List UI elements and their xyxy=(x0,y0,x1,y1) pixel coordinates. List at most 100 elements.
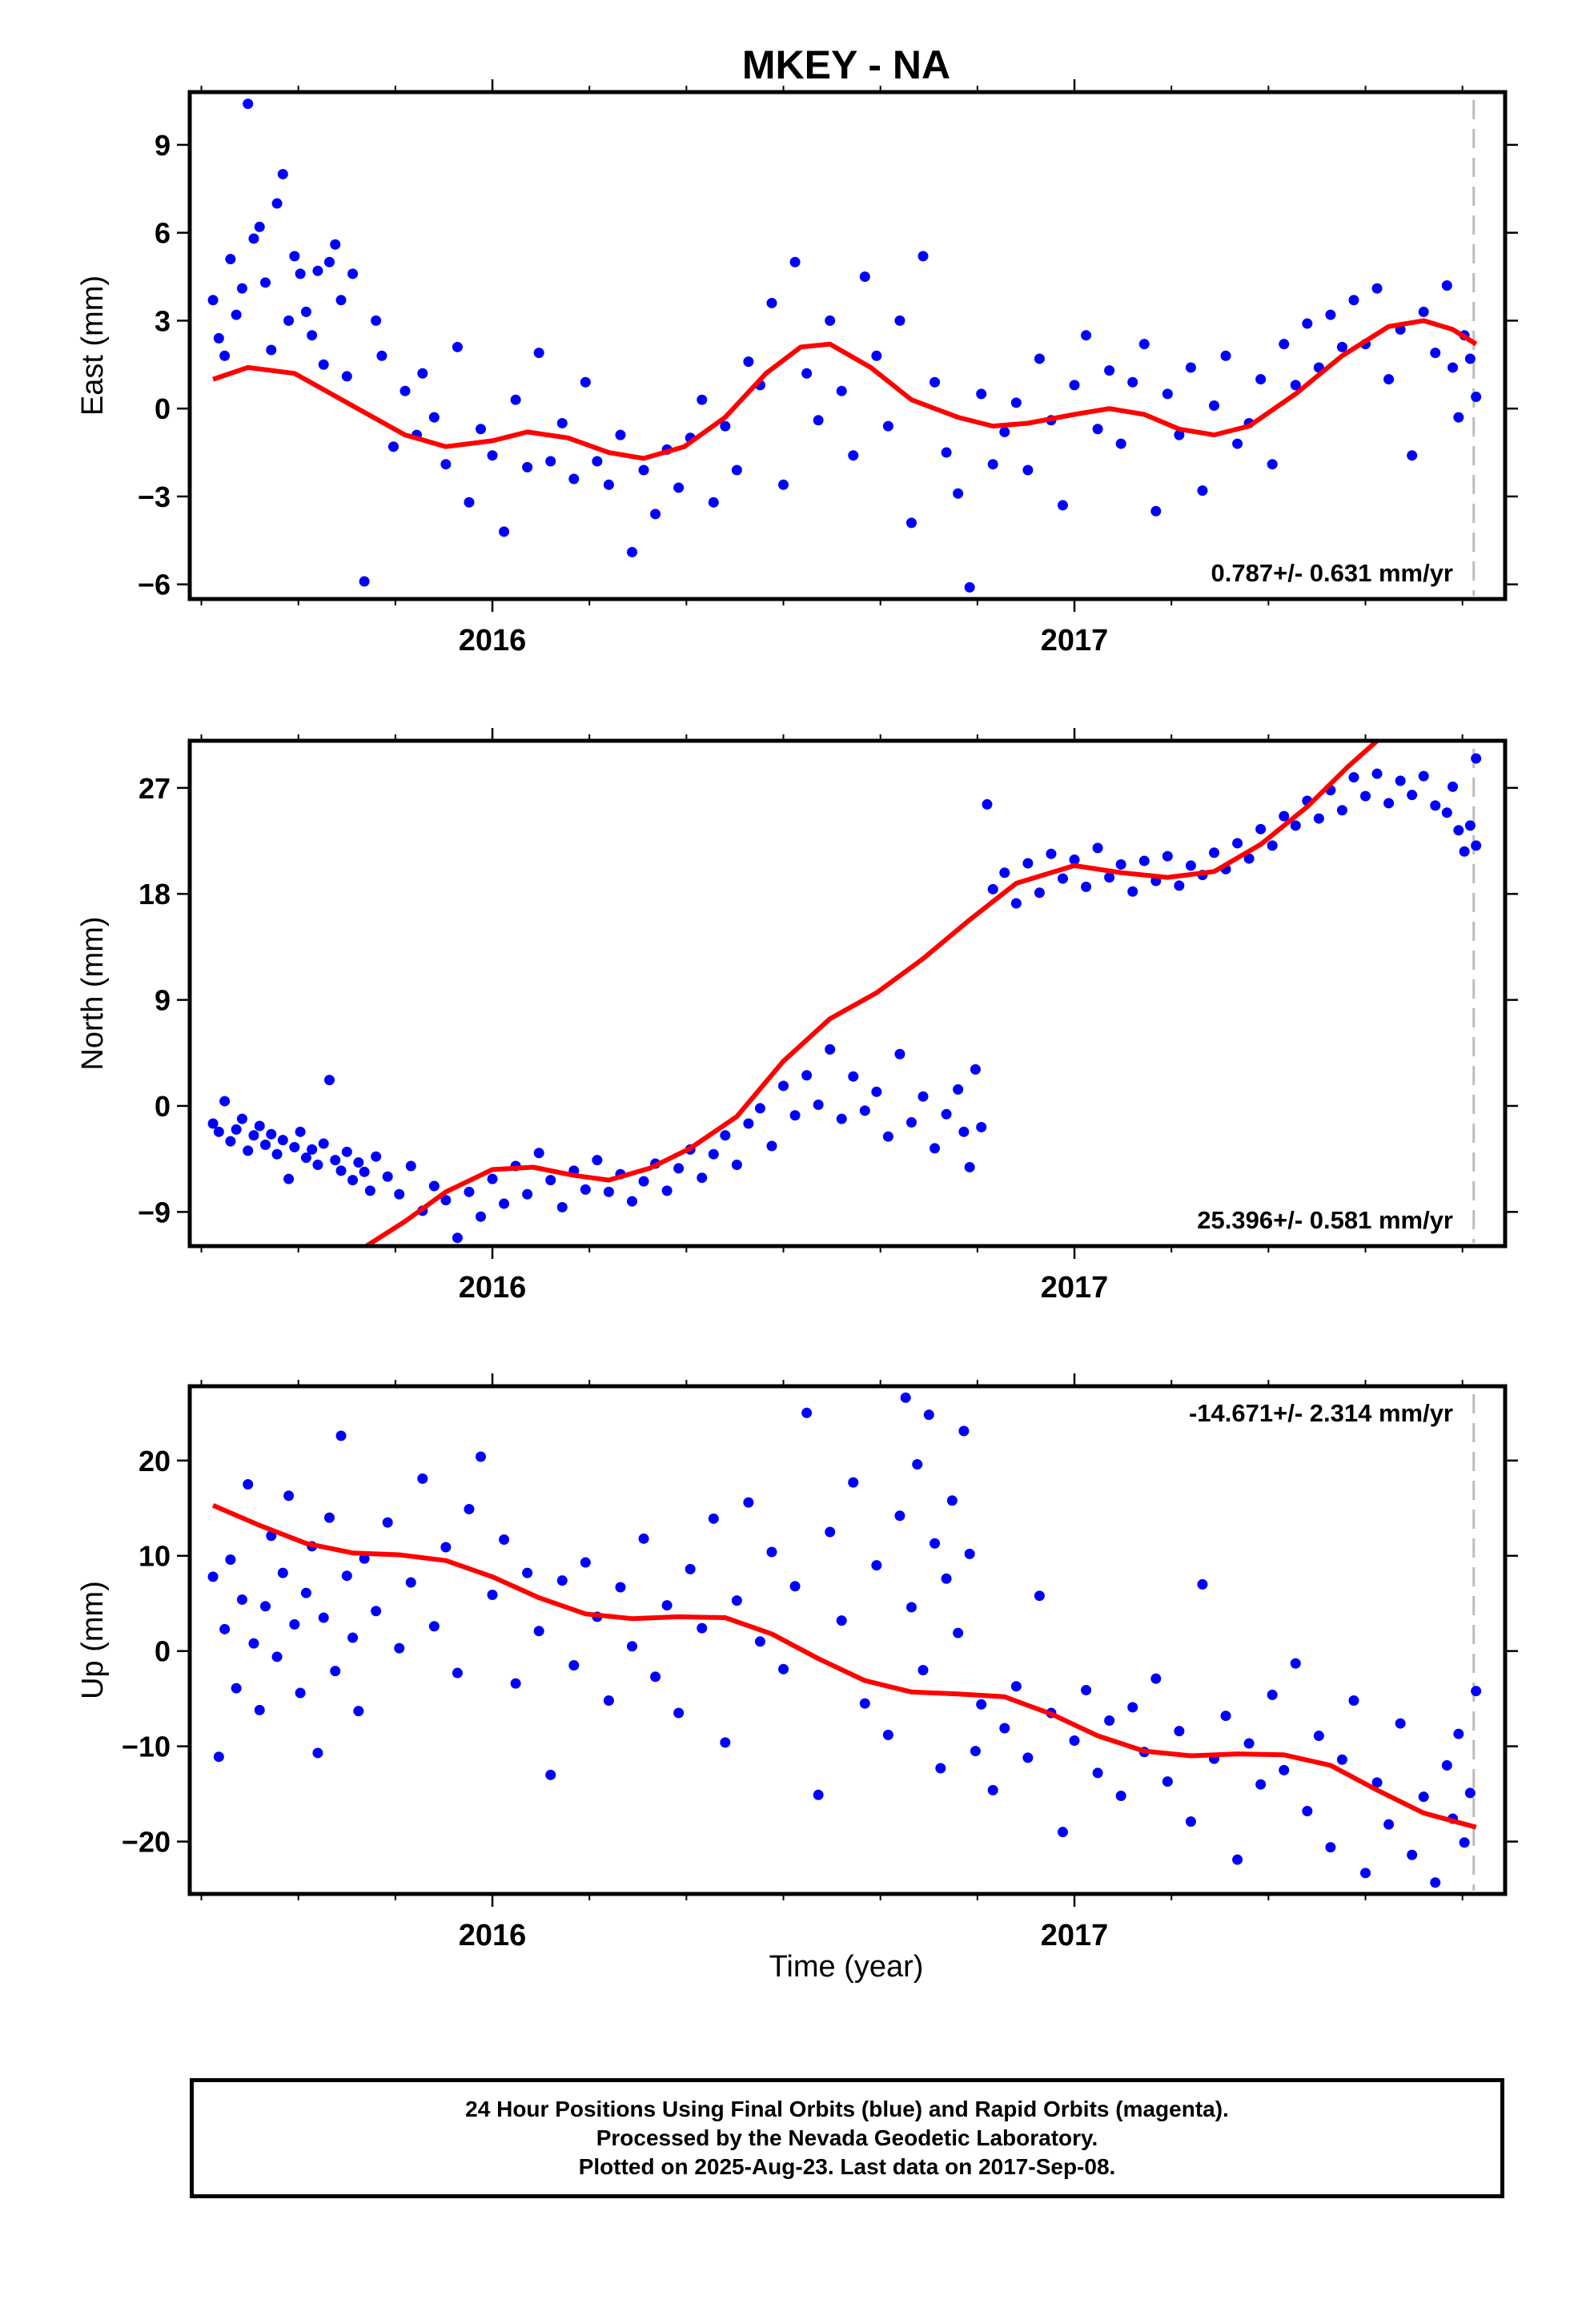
data-point xyxy=(452,341,463,352)
data-point xyxy=(848,450,859,461)
data-point xyxy=(260,277,271,288)
data-point xyxy=(487,1173,498,1184)
data-point xyxy=(545,1769,556,1780)
data-point xyxy=(754,1103,765,1114)
data-point xyxy=(836,1113,847,1124)
y-tick-label: −9 xyxy=(138,1196,171,1228)
data-point xyxy=(946,1495,958,1506)
data-point xyxy=(1034,1590,1045,1602)
data-point xyxy=(283,1490,295,1502)
data-point xyxy=(627,1196,638,1207)
data-point xyxy=(1092,842,1103,854)
data-point xyxy=(825,1526,836,1538)
data-point xyxy=(1057,1827,1068,1838)
data-point xyxy=(720,1737,731,1748)
data-point xyxy=(1010,397,1022,408)
data-point xyxy=(1471,1686,1482,1697)
data-point xyxy=(731,1595,742,1606)
data-point xyxy=(1069,380,1080,391)
data-point xyxy=(661,1600,673,1611)
up-frame xyxy=(187,1384,1508,1896)
data-point xyxy=(697,1172,708,1184)
data-point xyxy=(708,1513,719,1524)
data-point xyxy=(1127,886,1138,897)
data-point xyxy=(323,1512,335,1523)
data-point xyxy=(522,1567,533,1578)
data-point xyxy=(603,1695,614,1707)
data-point xyxy=(1185,362,1196,373)
data-point xyxy=(1081,881,1092,892)
data-point xyxy=(1464,353,1476,364)
data-point xyxy=(1447,781,1459,792)
data-point xyxy=(1092,1767,1103,1779)
north-rate-label: 25.396+/- 0.581 mm/yr xyxy=(1197,1206,1453,1234)
data-point xyxy=(987,459,998,470)
data-point xyxy=(673,1707,685,1719)
data-point xyxy=(813,415,824,426)
data-point xyxy=(1255,823,1267,834)
north-axis-label: North (mm) xyxy=(76,916,110,1070)
data-point xyxy=(1313,1731,1324,1742)
data-point xyxy=(766,1546,777,1558)
data-point xyxy=(1069,1735,1080,1746)
east-rate-label: 0.787+/- 0.631 mm/yr xyxy=(1211,559,1453,587)
east-panel: 2016 2017 −6 −3 0 3 6 9 East (mm) 0.787+/- 0.631 … xyxy=(76,79,1518,657)
data-point xyxy=(347,1175,359,1186)
data-point xyxy=(930,1143,941,1154)
data-point xyxy=(254,221,265,232)
data-point xyxy=(1150,1673,1162,1684)
data-point xyxy=(1220,1711,1231,1722)
data-point xyxy=(941,447,952,458)
data-point xyxy=(364,1185,375,1196)
data-point xyxy=(953,1627,964,1638)
data-point xyxy=(801,1407,813,1418)
data-point xyxy=(882,420,893,432)
data-point xyxy=(935,1763,946,1774)
data-point xyxy=(930,376,941,388)
data-point xyxy=(417,368,428,379)
data-point xyxy=(236,1113,247,1124)
data-point xyxy=(295,1126,306,1137)
data-point xyxy=(207,1118,219,1129)
data-point xyxy=(1104,872,1115,883)
data-point xyxy=(1162,1776,1173,1787)
data-point xyxy=(1185,1816,1196,1827)
data-point xyxy=(1010,898,1022,909)
footer-box: 24 Hour Positions Using Final Orbits (bl… xyxy=(190,2078,1504,2198)
data-point xyxy=(271,1651,283,1663)
data-point xyxy=(556,1201,568,1212)
data-point xyxy=(941,1573,952,1584)
data-point xyxy=(882,1729,893,1740)
data-point xyxy=(1430,1877,1441,1888)
data-point xyxy=(243,1145,254,1156)
data-point xyxy=(1430,348,1441,359)
data-point xyxy=(289,1141,300,1152)
data-point xyxy=(1441,279,1452,291)
data-point xyxy=(801,368,813,379)
data-point xyxy=(1209,400,1220,412)
data-point xyxy=(731,464,742,476)
data-point xyxy=(1302,318,1313,329)
data-point xyxy=(359,576,370,587)
data-point xyxy=(1022,1752,1034,1763)
east-axis-label: East (mm) xyxy=(76,275,110,416)
up-points xyxy=(207,1392,1482,1888)
data-point xyxy=(1453,825,1464,836)
data-point xyxy=(1197,1578,1208,1590)
data-point xyxy=(958,1126,970,1137)
data-point xyxy=(318,1138,329,1149)
data-point xyxy=(295,268,306,279)
data-point xyxy=(1418,770,1429,782)
data-point xyxy=(825,315,836,326)
data-point xyxy=(1360,1868,1371,1879)
data-point xyxy=(1383,1819,1395,1830)
y-tick-label: 3 xyxy=(155,304,171,337)
data-point xyxy=(376,350,387,361)
data-point xyxy=(1138,855,1150,866)
data-point xyxy=(673,1163,685,1174)
data-point xyxy=(289,251,300,262)
data-point xyxy=(912,1459,923,1470)
data-point xyxy=(697,394,708,405)
data-point xyxy=(685,1563,696,1574)
data-point xyxy=(970,1746,981,1757)
